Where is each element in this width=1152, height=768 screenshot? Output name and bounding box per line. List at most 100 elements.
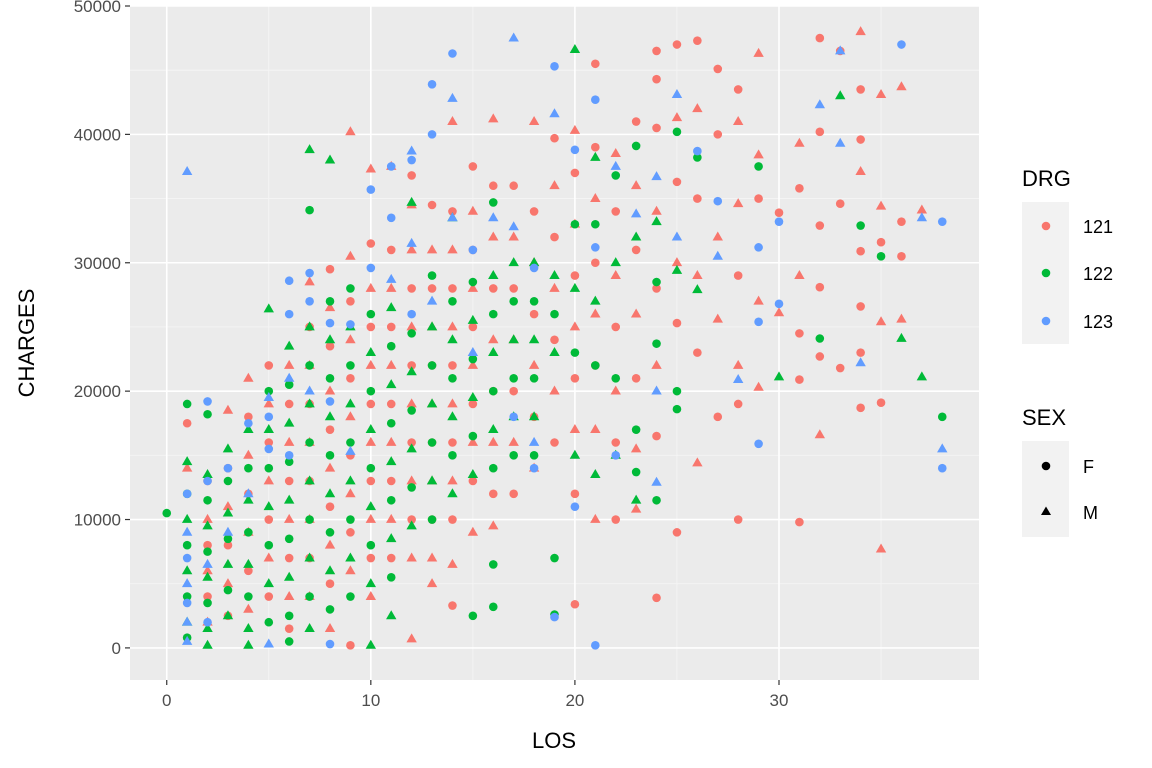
data-point-drg-121 — [345, 250, 356, 260]
data-point-drg-122 — [304, 321, 315, 331]
data-point-drg-121 — [345, 126, 356, 136]
data-point-drg-122 — [386, 495, 396, 505]
data-point-drg-122 — [305, 361, 314, 370]
data-point-drg-121 — [630, 308, 642, 318]
data-point-drg-123 — [305, 268, 314, 278]
data-point-drg-121 — [713, 130, 723, 139]
data-point-drg-121 — [509, 181, 518, 191]
data-point-drg-121 — [467, 359, 479, 369]
data-point-drg-122 — [365, 501, 377, 511]
data-point-drg-121 — [406, 633, 417, 643]
data-point-drg-122 — [182, 399, 192, 409]
data-point-drg-122 — [243, 623, 254, 633]
data-point-drg-121 — [550, 232, 559, 242]
data-point-drg-121 — [243, 603, 254, 613]
data-point-drg-121 — [549, 385, 560, 395]
data-point-drg-122 — [244, 528, 253, 537]
data-point-drg-122 — [202, 639, 213, 649]
data-point-drg-122 — [488, 386, 498, 396]
data-point-drg-122 — [366, 463, 376, 473]
data-point-drg-121 — [222, 404, 234, 414]
data-point-drg-121 — [365, 513, 377, 523]
data-point-drg-121 — [263, 552, 274, 562]
data-point-drg-121 — [365, 163, 377, 173]
data-point-drg-122 — [488, 463, 498, 473]
data-point-drg-121 — [591, 142, 600, 152]
data-point-drg-122 — [509, 451, 518, 460]
data-point-drg-121 — [467, 436, 479, 446]
data-point-drg-121 — [366, 239, 376, 248]
data-point-drg-121 — [610, 148, 621, 158]
data-point-drg-122 — [467, 468, 479, 478]
data-point-drg-121 — [447, 321, 458, 331]
data-point-drg-122 — [672, 127, 682, 137]
data-point-drg-121 — [426, 578, 438, 588]
data-point-drg-123 — [591, 641, 600, 650]
data-point-drg-122 — [488, 347, 499, 357]
data-point-drg-121 — [346, 296, 355, 306]
data-point-drg-121 — [509, 489, 518, 499]
data-point-drg-121 — [427, 284, 437, 293]
data-point-drg-121 — [407, 284, 416, 293]
data-point-drg-122 — [508, 334, 519, 344]
data-point-drg-123 — [508, 32, 519, 42]
data-point-drg-123 — [570, 502, 580, 511]
data-point-drg-123 — [754, 243, 763, 252]
data-point-drg-121 — [366, 322, 376, 332]
data-point-drg-122 — [386, 418, 396, 428]
data-point-drg-122 — [202, 623, 213, 633]
data-point-drg-121 — [406, 475, 417, 485]
data-point-drg-122 — [651, 216, 662, 226]
data-point-drg-123 — [181, 166, 193, 176]
data-point-drg-122 — [223, 585, 233, 595]
data-point-drg-121 — [570, 374, 580, 383]
data-point-drg-121 — [386, 553, 396, 563]
data-point-drg-122 — [448, 374, 457, 383]
y-axis-title: CHARGES — [14, 289, 39, 398]
data-point-drg-122 — [182, 540, 192, 550]
data-point-drg-121 — [549, 180, 560, 190]
data-point-drg-121 — [733, 85, 743, 94]
data-point-drg-122 — [610, 257, 621, 267]
data-point-drg-121 — [202, 513, 213, 523]
data-point-drg-121 — [896, 81, 907, 91]
legend-sex-f-label: F — [1083, 457, 1094, 477]
data-point-drg-121 — [366, 553, 376, 563]
data-point-drg-121 — [467, 205, 479, 215]
data-point-drg-121 — [692, 270, 703, 279]
data-point-drg-123 — [937, 443, 948, 453]
data-point-drg-122 — [590, 295, 601, 305]
data-point-drg-122 — [284, 611, 294, 621]
data-point-drg-121 — [203, 592, 212, 601]
data-point-drg-123 — [182, 598, 192, 608]
data-point-drg-123 — [263, 638, 274, 648]
legend-sex-key-box — [1022, 441, 1069, 537]
data-point-drg-121 — [203, 540, 212, 550]
data-point-drg-121 — [794, 270, 805, 279]
data-point-drg-122 — [386, 533, 397, 543]
data-point-drg-122 — [448, 296, 457, 306]
data-point-drg-123 — [181, 526, 193, 536]
data-point-drg-121 — [652, 46, 661, 56]
data-point-drg-121 — [651, 205, 662, 215]
data-point-drg-121 — [876, 237, 886, 247]
data-point-drg-122 — [244, 463, 253, 473]
data-point-drg-121 — [386, 245, 396, 255]
data-point-drg-122 — [305, 438, 314, 447]
data-point-drg-123 — [447, 212, 458, 222]
data-point-drg-123 — [264, 412, 274, 422]
data-point-drg-123 — [550, 62, 559, 71]
data-point-drg-121 — [386, 476, 396, 486]
data-point-drg-122 — [488, 424, 499, 434]
data-point-drg-122 — [346, 592, 355, 601]
data-point-drg-121 — [590, 424, 601, 434]
data-point-drg-122 — [652, 339, 661, 348]
data-point-drg-121 — [325, 341, 335, 351]
data-point-drg-123 — [693, 146, 702, 156]
data-point-drg-123 — [264, 444, 274, 454]
data-point-drg-122 — [181, 456, 193, 466]
data-point-drg-122 — [181, 565, 193, 575]
data-point-drg-121 — [264, 592, 274, 601]
data-point-drg-121 — [732, 359, 744, 369]
legend-sex: SEX F M — [1022, 405, 1098, 537]
